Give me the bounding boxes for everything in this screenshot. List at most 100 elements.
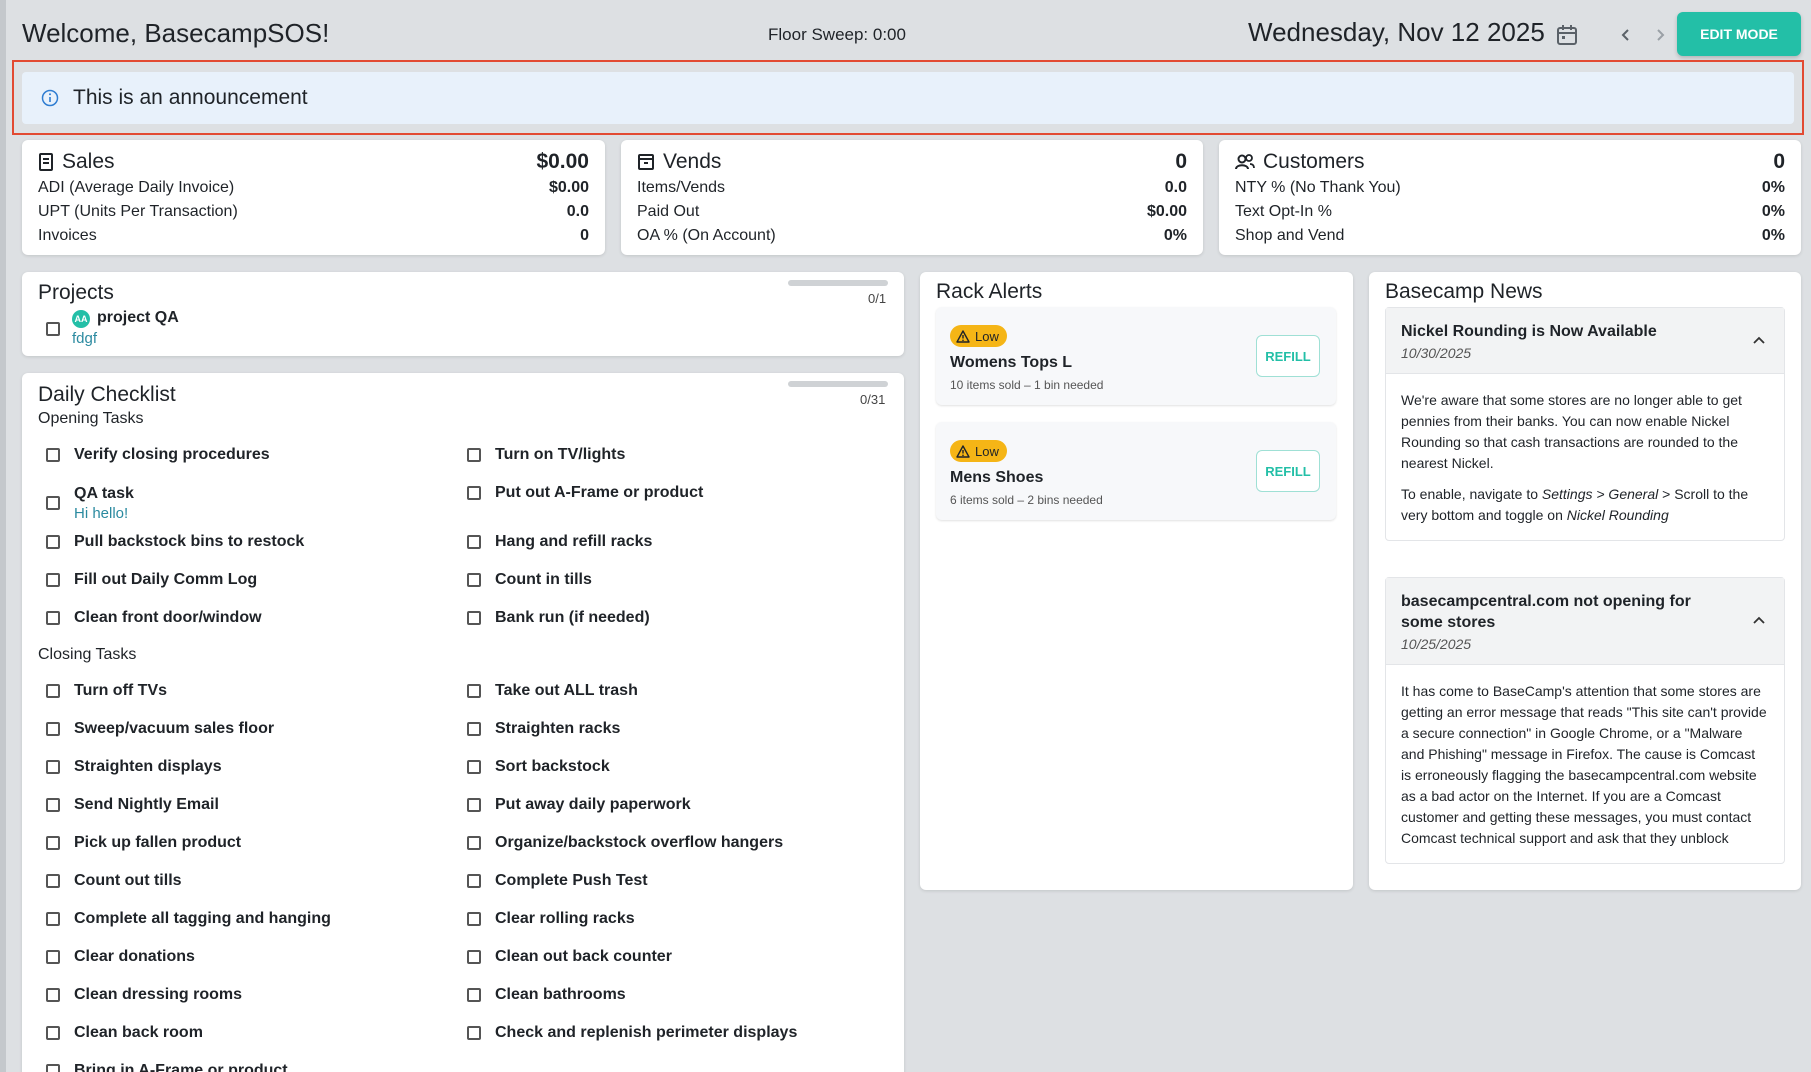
chevron-left-icon[interactable] <box>1614 22 1638 48</box>
stat-value: 0 <box>580 227 589 244</box>
task-checkbox[interactable] <box>46 874 60 888</box>
stat-value: 0% <box>1163 227 1187 244</box>
task-label[interactable]: Turn off TVs <box>74 682 168 699</box>
task-label[interactable]: Put away daily paperwork <box>495 796 691 813</box>
task-label[interactable]: Complete Push Test <box>495 872 648 889</box>
customers-total: 0 <box>1773 150 1785 173</box>
task-label[interactable]: Straighten racks <box>495 720 621 737</box>
chevron-right-icon[interactable] <box>1648 22 1672 48</box>
task-checkbox[interactable] <box>467 486 481 500</box>
projects-progress-label: 0/1 <box>868 291 887 306</box>
task-checkbox[interactable] <box>46 950 60 964</box>
stat-value: $0.00 <box>548 179 589 196</box>
task-checkbox[interactable] <box>467 573 481 587</box>
task-checkbox[interactable] <box>46 496 60 510</box>
floor-sweep-timer: Floor Sweep: 0:00 <box>768 25 906 44</box>
task-checkbox[interactable] <box>467 722 481 736</box>
task-label[interactable]: Pull backstock bins to restock <box>74 533 305 550</box>
task-checkbox[interactable] <box>46 684 60 698</box>
task-label[interactable]: Clean dressing rooms <box>74 986 243 1003</box>
stat-label: Paid Out <box>637 203 700 220</box>
task-label[interactable]: Clear rolling racks <box>495 910 635 927</box>
task-checkbox[interactable] <box>467 535 481 549</box>
news-paragraph: To enable, navigate to Settings > Genera… <box>1401 484 1769 526</box>
task-checkbox[interactable] <box>467 684 481 698</box>
badge-label: Low <box>975 443 999 459</box>
task-label[interactable]: Fill out Daily Comm Log <box>74 571 258 588</box>
stat-row: Invoices 0 <box>38 224 589 248</box>
task-checkbox[interactable] <box>46 448 60 462</box>
task-checkbox[interactable] <box>467 798 481 812</box>
task-label[interactable]: Clean front door/window <box>74 609 262 626</box>
stat-label: Items/Vends <box>637 179 726 196</box>
task-label[interactable]: Clear donations <box>74 948 195 965</box>
task-label[interactable]: Straighten displays <box>74 758 222 775</box>
rack-name: Womens Tops L <box>950 354 1073 371</box>
task-label[interactable]: Sort backstock <box>495 758 610 775</box>
task-checkbox[interactable] <box>467 611 481 625</box>
task-label[interactable]: Put out A-Frame or product <box>495 484 704 501</box>
task-label[interactable]: Pick up fallen product <box>74 834 242 851</box>
news-paragraph: We're aware that some stores are no long… <box>1401 392 1742 471</box>
task-checkbox[interactable] <box>46 836 60 850</box>
task-label[interactable]: Count out tills <box>74 872 182 889</box>
refill-button[interactable]: REFILL <box>1256 450 1320 492</box>
task-label[interactable]: QA task <box>74 485 134 502</box>
task-checkbox[interactable] <box>46 988 60 1002</box>
task-checkbox[interactable] <box>467 836 481 850</box>
news-text: To enable, navigate to <box>1401 486 1542 502</box>
task-checkbox[interactable] <box>467 988 481 1002</box>
edit-mode-button[interactable]: EDIT MODE <box>1677 12 1801 56</box>
news-item-header[interactable]: basecampcentral.com not opening for some… <box>1386 578 1784 665</box>
info-icon <box>41 89 59 107</box>
news-item-body: It has come to BaseCamp's attention that… <box>1386 665 1784 863</box>
news-item-title: Nickel Rounding is Now Available <box>1401 323 1657 340</box>
announcement-banner: This is an announcement <box>22 72 1794 124</box>
receipt-icon <box>39 153 53 171</box>
stat-label: Text Opt-In % <box>1235 203 1332 220</box>
avatar: AA <box>72 310 90 328</box>
task-label[interactable]: Clean bathrooms <box>495 986 626 1003</box>
task-checkbox[interactable] <box>46 573 60 587</box>
task-checkbox[interactable] <box>46 722 60 736</box>
task-label[interactable]: Organize/backstock overflow hangers <box>495 834 784 851</box>
task-checkbox[interactable] <box>46 912 60 926</box>
refill-button[interactable]: REFILL <box>1256 335 1320 377</box>
checklist-progress-label: 0/31 <box>860 392 886 407</box>
task-label[interactable]: Check and replenish perimeter displays <box>495 1024 798 1041</box>
news-item-date: 10/30/2025 <box>1401 345 1472 361</box>
task-label[interactable]: Turn on TV/lights <box>495 446 626 463</box>
task-label[interactable]: Count in tills <box>495 571 592 588</box>
stat-row: OA % (On Account) 0% <box>637 224 1187 248</box>
rack-name: Mens Shoes <box>950 469 1044 486</box>
task-label[interactable]: Bring in A-Frame or product <box>74 1062 288 1072</box>
calendar-icon[interactable] <box>1552 20 1582 50</box>
chevron-up-icon[interactable] <box>1752 335 1766 345</box>
project-name[interactable]: project QA <box>97 309 179 326</box>
task-label[interactable]: Clean back room <box>74 1024 203 1041</box>
task-label[interactable]: Send Nightly Email <box>74 796 219 813</box>
task-label[interactable]: Verify closing procedures <box>74 446 270 463</box>
task-checkbox[interactable] <box>46 1026 60 1040</box>
task-checkbox[interactable] <box>46 1064 60 1072</box>
task-label[interactable]: Complete all tagging and hanging <box>74 910 331 927</box>
task-checkbox[interactable] <box>467 874 481 888</box>
task-checkbox[interactable] <box>467 912 481 926</box>
task-checkbox[interactable] <box>467 950 481 964</box>
project-checkbox[interactable] <box>46 322 60 336</box>
task-checkbox[interactable] <box>467 760 481 774</box>
task-label[interactable]: Bank run (if needed) <box>495 609 650 626</box>
task-checkbox[interactable] <box>46 535 60 549</box>
task-checkbox[interactable] <box>467 1026 481 1040</box>
task-label[interactable]: Clean out back counter <box>495 948 672 965</box>
task-checkbox[interactable] <box>46 611 60 625</box>
news-paragraph: It has come to BaseCamp's attention that… <box>1401 683 1767 846</box>
task-checkbox[interactable] <box>46 760 60 774</box>
task-checkbox[interactable] <box>46 798 60 812</box>
news-item-header[interactable]: Nickel Rounding is Now Available 10/30/2… <box>1386 308 1784 374</box>
task-label[interactable]: Sweep/vacuum sales floor <box>74 720 275 737</box>
chevron-up-icon[interactable] <box>1752 615 1766 625</box>
task-checkbox[interactable] <box>467 448 481 462</box>
task-label[interactable]: Take out ALL trash <box>495 682 638 699</box>
task-label[interactable]: Hang and refill racks <box>495 533 653 550</box>
